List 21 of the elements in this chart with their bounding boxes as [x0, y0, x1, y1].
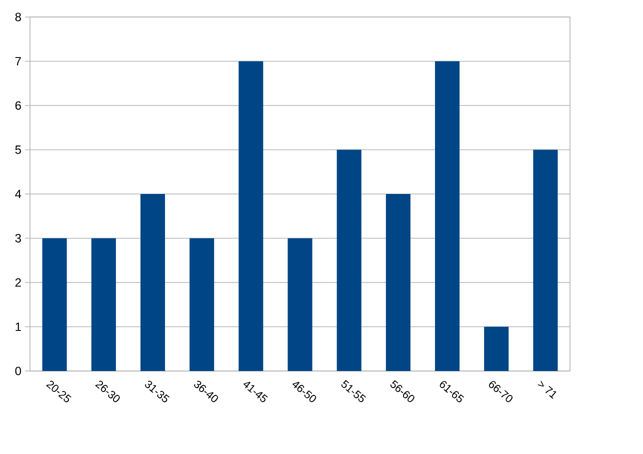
- bar: [435, 61, 460, 371]
- x-tick-label: > 71: [538, 380, 556, 399]
- y-tick-label: 0: [15, 366, 22, 376]
- y-tick-label: 8: [15, 12, 21, 22]
- bar: [91, 238, 116, 371]
- bar: [190, 238, 214, 371]
- bar: [484, 326, 509, 371]
- y-tick-label: 5: [15, 146, 21, 154]
- bar: [386, 194, 410, 371]
- bar: [238, 61, 264, 371]
- y-tick-label: 1: [16, 322, 21, 331]
- y-tick-label: 6: [15, 101, 21, 110]
- y-tick-label: 3: [15, 234, 21, 242]
- bar: [140, 194, 166, 371]
- bar: [42, 238, 67, 371]
- bar: [533, 150, 558, 371]
- y-tick-label: 4: [15, 190, 22, 198]
- y-tick-label: 7: [15, 57, 21, 66]
- bar: [336, 150, 362, 371]
- bar: [288, 238, 312, 371]
- y-tick-label: 2: [15, 278, 21, 287]
